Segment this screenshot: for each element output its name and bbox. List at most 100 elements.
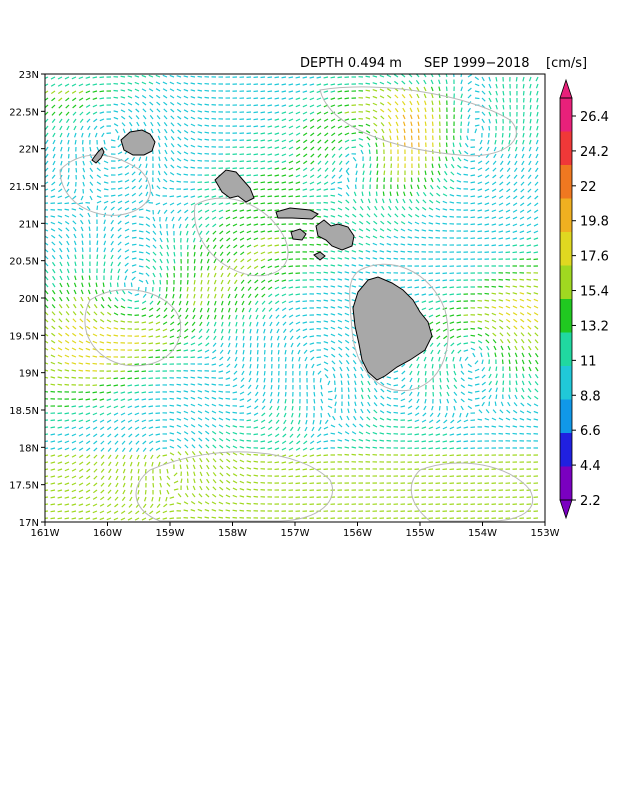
velocity-arrow bbox=[197, 110, 203, 113]
velocity-arrow bbox=[347, 380, 350, 386]
velocity-arrow bbox=[372, 424, 378, 428]
velocity-arrow bbox=[232, 202, 238, 205]
velocity-arrow bbox=[159, 230, 163, 236]
velocity-arrow bbox=[117, 227, 122, 232]
velocity-arrow bbox=[65, 332, 70, 337]
velocity-arrow bbox=[185, 457, 189, 463]
velocity-arrow bbox=[127, 384, 133, 387]
velocity-arrow bbox=[407, 221, 413, 225]
velocity-arrow bbox=[204, 349, 210, 353]
velocity-arrow bbox=[373, 381, 378, 386]
velocity-arrow bbox=[79, 111, 84, 116]
velocity-arrow bbox=[93, 311, 98, 316]
velocity-arrow bbox=[117, 200, 123, 204]
velocity-arrow bbox=[270, 342, 273, 348]
velocity-arrow bbox=[234, 286, 238, 292]
velocity-arrow bbox=[260, 230, 266, 233]
velocity-arrow bbox=[169, 74, 175, 78]
colorbar-segment bbox=[560, 299, 572, 333]
velocity-arrow bbox=[394, 80, 399, 85]
velocity-arrow bbox=[474, 397, 480, 400]
velocity-arrow bbox=[438, 163, 441, 169]
velocity-arrow bbox=[296, 342, 301, 347]
velocity-arrow bbox=[99, 426, 105, 431]
velocity-arrow bbox=[148, 349, 154, 352]
velocity-arrow bbox=[253, 244, 259, 248]
velocity-arrow bbox=[460, 107, 463, 113]
velocity-arrow bbox=[86, 118, 91, 123]
velocity-arrow bbox=[242, 314, 245, 320]
velocity-arrow bbox=[365, 264, 371, 267]
velocity-arrow bbox=[533, 410, 539, 414]
velocity-arrow bbox=[296, 335, 301, 340]
velocity-arrow bbox=[365, 228, 371, 232]
velocity-arrow bbox=[45, 433, 49, 436]
velocity-arrow bbox=[134, 81, 140, 85]
velocity-arrow bbox=[456, 300, 462, 303]
velocity-arrow bbox=[170, 209, 175, 214]
velocity-arrow bbox=[456, 179, 462, 183]
velocity-arrow bbox=[449, 433, 455, 436]
velocity-arrow bbox=[431, 363, 434, 369]
velocity-arrow bbox=[488, 83, 492, 89]
velocity-arrow bbox=[351, 431, 357, 435]
velocity-arrow bbox=[337, 285, 343, 288]
velocity-arrow bbox=[261, 293, 266, 298]
velocity-arrow bbox=[71, 90, 77, 94]
velocity-arrow bbox=[463, 335, 469, 338]
velocity-arrow bbox=[45, 489, 49, 492]
velocity-arrow bbox=[267, 181, 273, 184]
velocity-arrow bbox=[58, 234, 63, 239]
velocity-arrow bbox=[330, 299, 336, 302]
velocity-arrow bbox=[365, 89, 371, 92]
velocity-arrow bbox=[99, 510, 105, 514]
velocity-arrow bbox=[281, 258, 287, 261]
velocity-arrow bbox=[45, 83, 49, 87]
velocity-arrow bbox=[456, 321, 462, 324]
velocity-arrow bbox=[177, 122, 182, 127]
velocity-arrow bbox=[162, 342, 168, 345]
velocity-arrow bbox=[330, 347, 336, 351]
velocity-arrow bbox=[45, 153, 49, 159]
velocity-arrow bbox=[452, 149, 455, 155]
velocity-arrow bbox=[197, 145, 203, 148]
velocity-arrow bbox=[526, 285, 532, 288]
velocity-arrow bbox=[310, 433, 315, 438]
velocity-arrow bbox=[488, 125, 491, 131]
velocity-arrow bbox=[379, 88, 385, 92]
velocity-arrow bbox=[528, 352, 532, 358]
velocity-arrow bbox=[470, 195, 476, 198]
velocity-arrow bbox=[220, 286, 224, 292]
velocity-arrow bbox=[260, 188, 266, 191]
velocity-arrow bbox=[206, 464, 210, 470]
velocity-arrow bbox=[86, 325, 91, 330]
velocity-arrow bbox=[408, 398, 413, 403]
velocity-arrow bbox=[66, 268, 70, 274]
velocity-arrow bbox=[358, 271, 364, 274]
velocity-arrow bbox=[267, 83, 273, 86]
velocity-arrow bbox=[274, 181, 280, 184]
velocity-arrow bbox=[57, 454, 63, 458]
velocity-arrow bbox=[80, 303, 84, 309]
velocity-arrow bbox=[211, 209, 217, 213]
velocity-arrow bbox=[199, 457, 203, 463]
velocity-arrow bbox=[75, 167, 78, 173]
plot-background bbox=[45, 74, 545, 522]
velocity-arrow bbox=[88, 226, 91, 232]
velocity-arrow bbox=[144, 461, 147, 467]
velocity-arrow bbox=[302, 454, 308, 458]
velocity-arrow bbox=[57, 354, 63, 358]
velocity-arrow bbox=[274, 279, 280, 283]
velocity-arrow bbox=[169, 404, 175, 407]
velocity-arrow bbox=[220, 300, 224, 306]
velocity-arrow bbox=[169, 517, 175, 520]
velocity-arrow bbox=[331, 146, 336, 151]
velocity-arrow bbox=[211, 501, 217, 505]
velocity-arrow bbox=[498, 285, 504, 288]
plot-area bbox=[44, 73, 546, 523]
velocity-arrow bbox=[183, 410, 189, 414]
velocity-arrow bbox=[484, 216, 490, 219]
velocity-arrow bbox=[533, 237, 539, 241]
velocity-arrow bbox=[534, 381, 539, 386]
velocity-arrow bbox=[100, 440, 105, 445]
